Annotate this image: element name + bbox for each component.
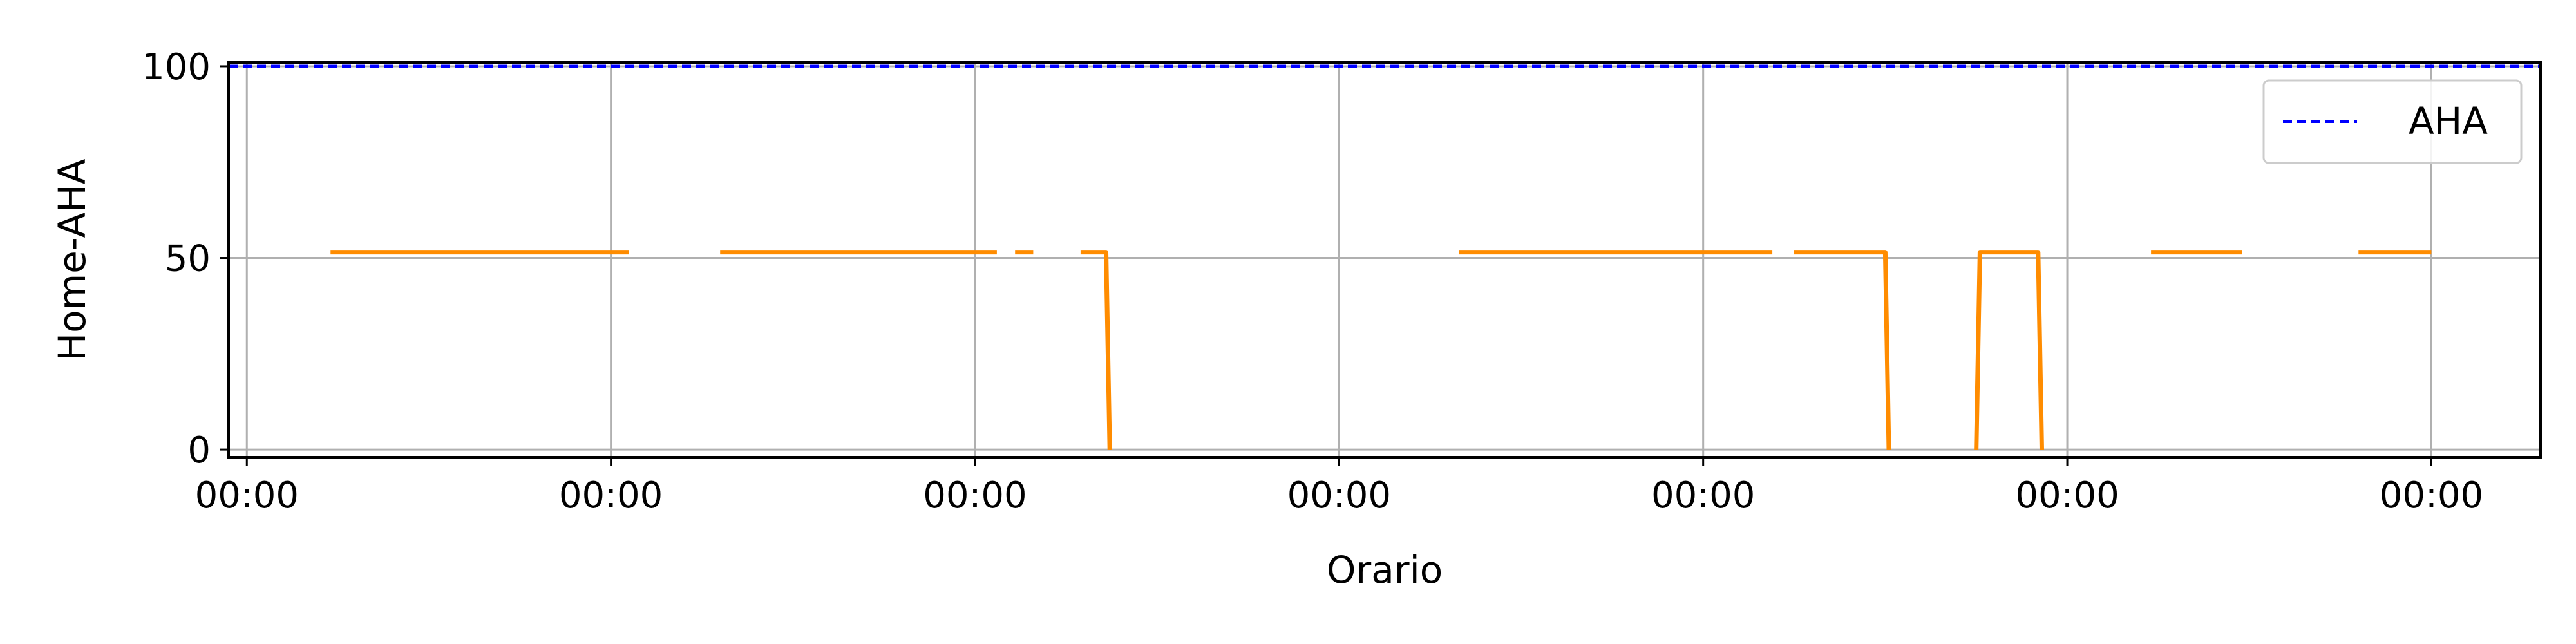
y-tick-label: 0 xyxy=(187,430,211,471)
x-tick-label: 00:00 xyxy=(559,475,663,516)
x-tick-label: 00:00 xyxy=(2015,475,2119,516)
legend-box xyxy=(2262,79,2523,164)
series-layer xyxy=(229,64,2541,450)
y-tick-label: 50 xyxy=(165,238,211,280)
x-tick-label: 00:00 xyxy=(2380,475,2483,516)
legend: AHA xyxy=(2262,79,2523,164)
x-tick-label: 00:00 xyxy=(1287,475,1391,516)
legend-label-aha: AHA xyxy=(2409,99,2488,143)
series-line-1-segment-5 xyxy=(1794,250,1891,450)
series-line-1-segment-3 xyxy=(1080,250,1112,450)
x-axis-label: Orario xyxy=(1327,548,1443,592)
ticks: 00:00 00:00 00:00 00:00 00:00 00:00 00:0005010… xyxy=(142,46,2483,516)
plot-frame xyxy=(227,61,2542,459)
series-line-1-segment-6 xyxy=(1974,250,2044,450)
y-tick-label: 100 xyxy=(142,46,211,88)
y-axis-label: Home-AHA xyxy=(50,158,94,361)
x-tick-label: 00:00 xyxy=(195,475,299,516)
x-tick-label: 00:00 xyxy=(923,475,1027,516)
x-tick-label: 00:00 xyxy=(1651,475,1755,516)
